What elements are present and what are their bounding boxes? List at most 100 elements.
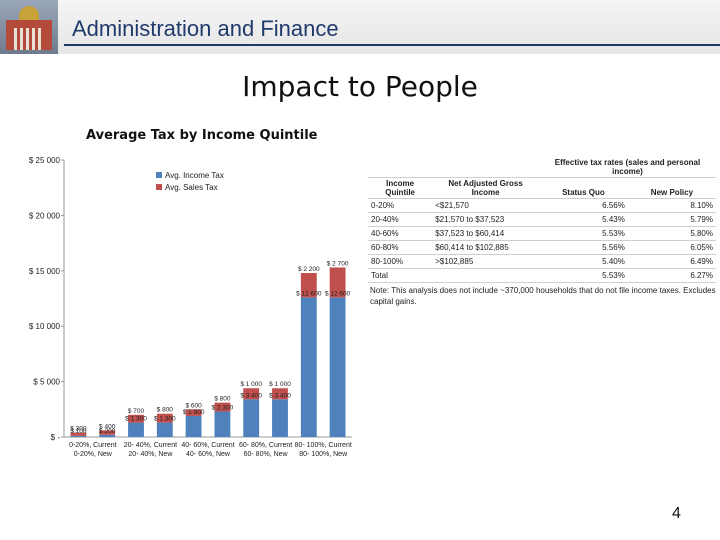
data-label-sales: $ 700 <box>128 408 145 415</box>
table-cell: $21,570 to $37,523 <box>432 212 539 227</box>
data-label-sales: $ 400 <box>99 423 116 430</box>
table-cell: 5.80% <box>627 226 716 241</box>
table-row: 0-20% <$21,570 6.56% 8.10% <box>368 198 716 213</box>
table-group-header: Effective tax rates (sales and personal … <box>538 157 716 178</box>
header-bar: Administration and Finance <box>0 0 720 54</box>
bar-income-tax <box>185 415 202 437</box>
x-tick-label: 80- 100%, Current 80- 100%, New <box>295 442 352 458</box>
legend-swatch-income <box>156 172 162 178</box>
data-label-income: $ 12 600 <box>296 290 322 297</box>
header-title: Administration and Finance <box>72 16 339 41</box>
bar-income-tax <box>300 297 317 437</box>
legend-label-sales: Avg. Sales Tax <box>165 182 218 192</box>
bar-sales-tax <box>300 273 317 298</box>
column-header: New Policy <box>627 177 716 199</box>
table-cell: $60,414 to $102,885 <box>432 240 539 255</box>
table-cell: 6.56% <box>538 198 628 213</box>
bar-sales-tax <box>243 388 260 400</box>
table-cell: 5.53% <box>538 226 628 241</box>
bar-sales-tax <box>272 388 288 400</box>
y-tick-label: $ 20 000 <box>29 211 61 220</box>
table-group-header-row: Effective tax rates (sales and personal … <box>368 157 716 178</box>
x-tick-label: 20- 40%, Current 20- 40%, New <box>124 442 177 458</box>
table-cell: 5.40% <box>538 254 628 269</box>
column-header: Income Quintile <box>368 177 433 199</box>
table-row: 40-60% $37,523 to $60,414 5.53% 5.80% <box>368 226 716 241</box>
data-label-income: $ 3 400 <box>240 392 262 399</box>
data-label-income: $ 200 <box>99 428 116 435</box>
data-label-income: $ 1 300 <box>154 416 176 423</box>
x-tick-label: 60- 80%, Current 60- 80%, New <box>239 442 292 458</box>
table-note: Note: This analysis does not include ~37… <box>370 286 716 306</box>
data-label-income: $ 3 400 <box>269 392 291 399</box>
table-row: 20-40% $21,570 to $37,523 5.43% 5.79% <box>368 212 716 227</box>
bar-income-tax <box>272 399 288 437</box>
x-tick-label: 40- 60%, Current 40- 60%, New <box>181 442 234 458</box>
data-label-income: $ 12 600 <box>325 290 351 297</box>
data-label-sales: $ 1 000 <box>269 381 291 388</box>
data-label-income: $ 1 900 <box>183 409 205 416</box>
table-cell: 40-60% <box>368 226 433 241</box>
table-cell: 0-20% <box>368 198 433 213</box>
legend-label-income: Avg. Income Tax <box>165 170 224 180</box>
header-rule <box>64 44 720 46</box>
bar-sales-tax <box>329 267 346 298</box>
table-cell: <$21,570 <box>432 198 539 213</box>
table-header-row: Income Quintile Net Adjusted Gross Incom… <box>368 177 716 199</box>
data-label-sales: $ 600 <box>185 402 202 409</box>
bar-income-tax <box>70 435 87 437</box>
bar-sales-tax <box>185 409 202 416</box>
data-label-income: $ 100 <box>70 428 87 435</box>
table-cell: >$102,885 <box>432 254 539 269</box>
bar-income-tax <box>214 411 231 437</box>
x-tick-label: 0-20%, Current 0-20%, New <box>69 442 117 458</box>
table-cell: 20-40% <box>368 212 433 227</box>
table-row: Total 5.53% 6.27% <box>368 268 716 283</box>
legend-swatch-sales <box>156 184 162 190</box>
legend-income-tax: Avg. Income Tax <box>156 169 224 181</box>
effective-tax-rate-table: Effective tax rates (sales and personal … <box>368 157 716 307</box>
data-label-sales: $ 800 <box>214 396 231 403</box>
table-cell: 80-100% <box>368 254 433 269</box>
bar-income-tax <box>99 434 116 437</box>
bar-sales-tax <box>70 432 87 436</box>
chart-title: Average Tax by Income Quintile <box>86 128 318 143</box>
y-tick-label: $ - <box>51 433 61 442</box>
column-header: Status Quo <box>538 177 628 199</box>
stacked-bar-chart: $ - $ 5 000 $ 10 000 $ 15 000 $ 20 000 $ 25 0… <box>29 156 352 458</box>
data-label-sales: $ 1 000 <box>240 381 262 388</box>
state-house-logo <box>0 0 58 54</box>
table-cell: 6.27% <box>627 268 716 283</box>
data-label-sales: $ 2 200 <box>298 266 320 273</box>
bar-sales-tax <box>128 414 144 423</box>
bar-income-tax <box>156 422 173 437</box>
bar-sales-tax <box>99 430 116 435</box>
bar-income-tax <box>329 297 346 437</box>
legend-sales-tax: Avg. Sales Tax <box>156 181 224 193</box>
data-label-income: $ 1 300 <box>125 416 147 423</box>
table-cell: 5.43% <box>538 212 628 227</box>
table-cell: Total <box>368 268 433 283</box>
page-number: 4 <box>672 505 681 522</box>
bar-income-tax <box>128 422 144 437</box>
chart-legend: Avg. Income Tax Avg. Sales Tax <box>156 169 224 193</box>
bar-income-tax <box>243 399 260 437</box>
data-label-sales: $ 2 700 <box>327 260 349 267</box>
table-cell: 60-80% <box>368 240 433 255</box>
table-body: 0-20% <$21,570 6.56% 8.10% 20-40% $21,570 to … <box>368 198 716 283</box>
table-cell <box>432 268 539 283</box>
slide-title: Impact to People <box>242 70 478 103</box>
table-cell: 5.53% <box>538 268 628 283</box>
table-cell: 8.10% <box>627 198 716 213</box>
table-cell: $37,523 to $60,414 <box>432 226 539 241</box>
y-tick-label: $ 10 000 <box>29 322 61 331</box>
data-label-sales: $ 300 <box>70 426 87 433</box>
y-tick-label: $ 25 000 <box>29 156 61 165</box>
y-tick-label: $ 15 000 <box>29 267 61 276</box>
data-label-sales: $ 800 <box>157 407 174 414</box>
table-cell: 6.05% <box>627 240 716 255</box>
y-tick-label: $ 5 000 <box>33 378 60 387</box>
data-label-income: $ 2 300 <box>212 405 234 412</box>
column-header: Net Adjusted Gross Income <box>432 177 539 199</box>
bar-sales-tax <box>156 413 173 423</box>
